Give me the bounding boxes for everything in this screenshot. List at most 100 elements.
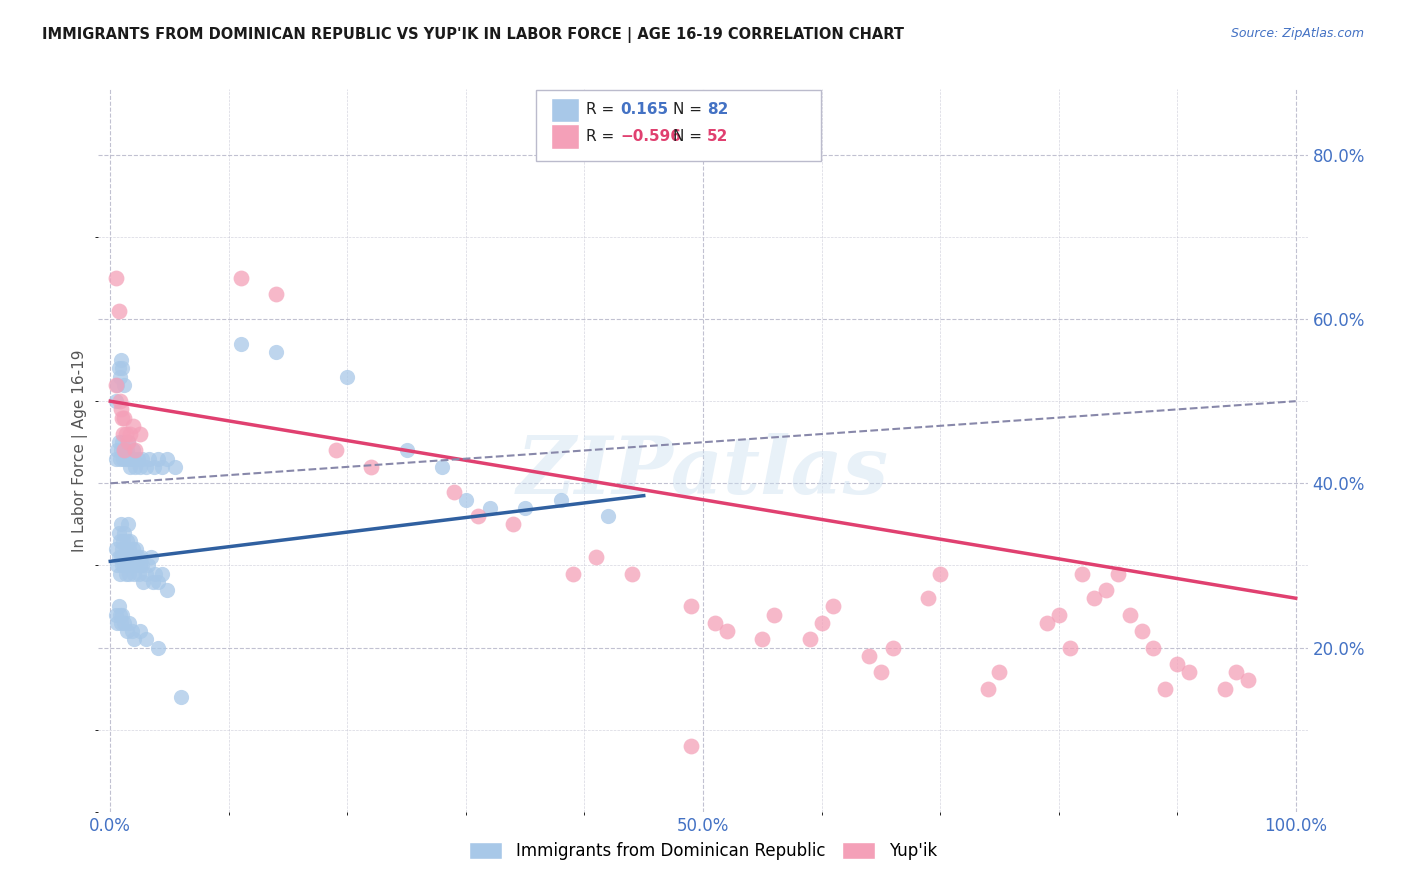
Point <box>120 427 142 442</box>
Point <box>1178 665 1201 680</box>
Point <box>107 304 129 318</box>
Point <box>131 451 153 466</box>
Point <box>1036 615 1059 630</box>
Point <box>107 435 129 450</box>
Point <box>138 451 160 466</box>
Point <box>135 459 157 474</box>
Point <box>107 525 129 540</box>
Point <box>620 566 643 581</box>
Point <box>114 451 136 466</box>
Point <box>1130 624 1153 639</box>
Legend: Immigrants from Dominican Republic, Yup'ik: Immigrants from Dominican Republic, Yup'… <box>464 837 942 865</box>
Point <box>139 550 162 565</box>
Point <box>143 566 166 581</box>
Point <box>118 615 141 630</box>
Point <box>1107 566 1129 581</box>
Point <box>152 566 174 581</box>
Point <box>443 484 465 499</box>
Text: N =: N = <box>673 129 703 144</box>
Point <box>478 500 501 515</box>
Point <box>124 459 146 474</box>
Point <box>264 345 287 359</box>
Point <box>122 550 145 565</box>
Point <box>108 566 131 581</box>
Point <box>112 451 135 466</box>
Point <box>122 632 145 647</box>
Text: 82: 82 <box>707 103 728 117</box>
Point <box>502 517 524 532</box>
Point <box>105 443 128 458</box>
Point <box>107 599 129 614</box>
Point <box>122 566 145 581</box>
Point <box>1237 673 1260 688</box>
Point <box>131 558 153 573</box>
Point <box>121 418 143 433</box>
Point <box>105 271 128 285</box>
Point <box>120 533 142 548</box>
Point <box>108 533 131 548</box>
Point <box>1166 657 1188 671</box>
Point <box>114 410 136 425</box>
Point <box>107 550 129 565</box>
Point <box>115 533 138 548</box>
Point <box>561 566 583 581</box>
Point <box>799 632 821 647</box>
Point <box>105 451 128 466</box>
Text: ZIPatlas: ZIPatlas <box>517 434 889 511</box>
Point <box>114 541 136 556</box>
Point <box>1142 640 1164 655</box>
Point <box>127 451 149 466</box>
Point <box>229 271 252 285</box>
Point <box>111 435 134 450</box>
Point <box>105 377 128 392</box>
Point <box>111 410 134 425</box>
Point <box>1071 566 1094 581</box>
Point <box>550 492 572 507</box>
Point <box>1119 607 1142 622</box>
Point <box>129 558 152 573</box>
Point <box>146 640 169 655</box>
Point <box>121 624 143 639</box>
Point <box>105 541 128 556</box>
Y-axis label: In Labor Force | Age 16-19: In Labor Force | Age 16-19 <box>72 349 87 552</box>
Point <box>598 509 620 524</box>
Point <box>120 459 142 474</box>
Point <box>135 632 157 647</box>
Point <box>108 607 131 622</box>
Point <box>454 492 477 507</box>
Point <box>112 427 135 442</box>
Point <box>360 459 382 474</box>
Point <box>114 615 136 630</box>
Point <box>110 353 132 368</box>
Point <box>1095 582 1118 597</box>
Point <box>142 574 165 589</box>
Point <box>120 550 142 565</box>
Point <box>585 550 607 565</box>
Text: IMMIGRANTS FROM DOMINICAN REPUBLIC VS YUP'IK IN LABOR FORCE | AGE 16-19 CORRELAT: IMMIGRANTS FROM DOMINICAN REPUBLIC VS YU… <box>42 27 904 43</box>
Point <box>146 574 169 589</box>
Point <box>1047 607 1070 622</box>
Point <box>110 550 132 565</box>
Point <box>143 459 166 474</box>
Point <box>229 336 252 351</box>
Point <box>114 427 136 442</box>
Point <box>108 394 131 409</box>
Point <box>1059 640 1081 655</box>
Point <box>325 443 347 458</box>
Point <box>110 443 132 458</box>
Point <box>129 550 152 565</box>
Point <box>882 640 904 655</box>
Point <box>105 394 128 409</box>
Point <box>681 739 703 753</box>
Point <box>124 558 146 573</box>
Point <box>115 550 138 565</box>
Point <box>336 369 359 384</box>
Point <box>121 443 143 458</box>
Point <box>107 361 129 376</box>
Point <box>108 369 131 384</box>
Point <box>132 574 155 589</box>
Point <box>751 632 773 647</box>
Point <box>118 451 141 466</box>
Point <box>264 287 287 301</box>
Point <box>117 558 139 573</box>
